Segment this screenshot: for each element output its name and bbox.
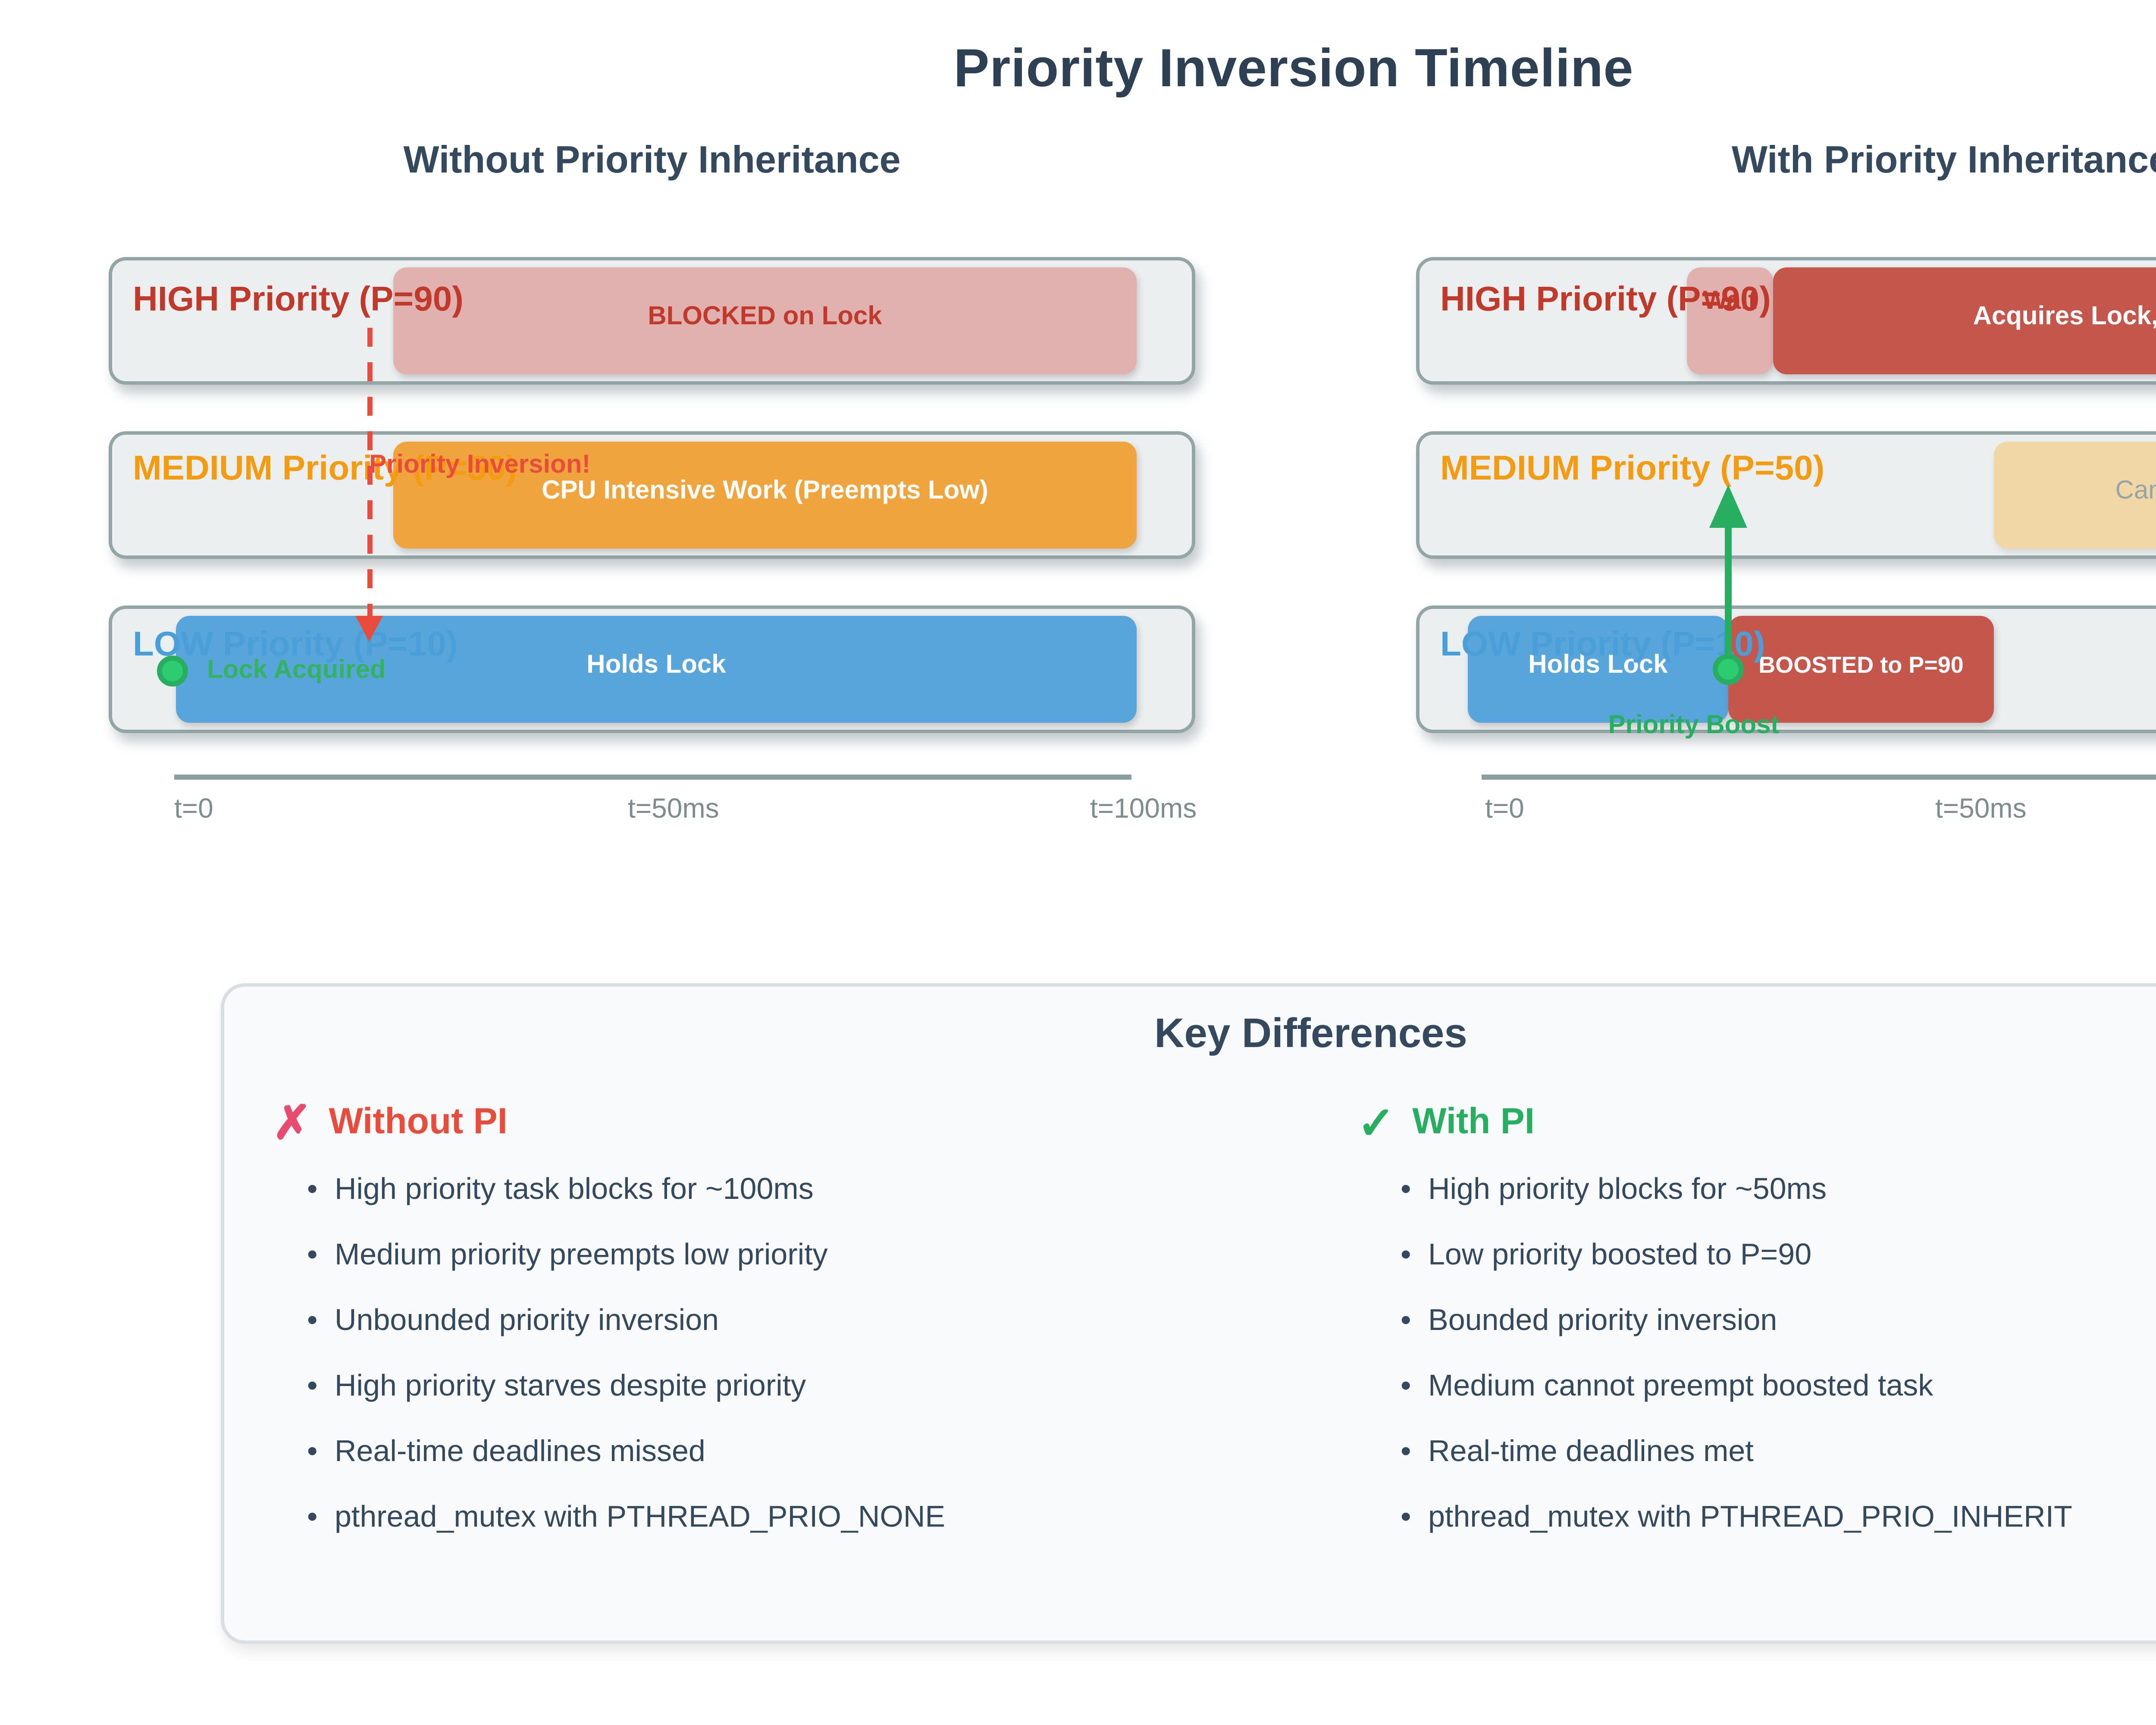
left-axis-tick-100: t=100ms [1090, 795, 1197, 825]
bar-cannot-preempt: Cannot Preempt [1994, 442, 2156, 549]
without-pi-list: High priority task blocks for ~100ms Med… [307, 1156, 945, 1549]
right-lane-low-label: LOW Priority (P=10) [1440, 626, 1765, 664]
bar-holds-lock-right: Holds Lock [1468, 616, 1728, 723]
bar-boosted: BOOSTED to P=90 [1728, 616, 1994, 723]
with-pi-list: High priority blocks for ~50ms Low prior… [1401, 1156, 2072, 1549]
without-pi-heading: Without PI [329, 1102, 508, 1142]
check-icon: ✓ [1357, 1097, 1395, 1149]
list-item: Low priority boosted to P=90 [1401, 1221, 2072, 1287]
list-item: Real-time deadlines met [1401, 1418, 2072, 1484]
right-axis-line [1482, 775, 2156, 780]
page-title: Priority Inversion Timeline [953, 38, 1634, 98]
cross-icon: ✗ [273, 1097, 312, 1149]
left-lane-medium-label: MEDIUM Priority (P=50) [133, 450, 517, 488]
list-item: Unbounded priority inversion [307, 1287, 945, 1352]
lock-acquired-label: Lock Acquired [207, 656, 386, 685]
bar-cannot-preempt-label: Cannot Preempt [2115, 475, 2156, 505]
priority-boost-arrow-line [1725, 528, 1732, 669]
bar-holds-lock-left-label: Holds Lock [586, 649, 726, 679]
boost-dot-icon [1713, 654, 1744, 685]
with-pi-header: ✓ With PI [1357, 1097, 1535, 1149]
priority-boost-arrowhead-icon [1709, 485, 1747, 528]
with-pi-heading: With PI [1412, 1102, 1535, 1142]
bar-acquires-lock-runs-label: Acquires Lock, Runs [1973, 301, 2156, 330]
priority-inversion-label: Priority Inversion! [369, 450, 591, 480]
key-differences-title: Key Differences [1154, 1011, 1467, 1057]
bar-blocked-on-lock: BLOCKED on Lock [393, 267, 1137, 374]
left-axis-tick-50: t=50ms [628, 795, 719, 825]
bar-cpu-intensive-work-label: CPU Intensive Work (Preempts Low) [542, 475, 988, 505]
list-item: High priority starves despite priority [307, 1352, 945, 1418]
list-item: Medium cannot preempt boosted task [1401, 1352, 2072, 1418]
left-lane-low-label: LOW Priority (P=10) [133, 626, 458, 664]
right-lane-medium-label: MEDIUM Priority (P=50) [1440, 450, 1825, 488]
list-item: Bounded priority inversion [1401, 1287, 2072, 1352]
list-item: Medium priority preempts low priority [307, 1221, 945, 1287]
bar-wait [1687, 267, 1773, 374]
bar-cpu-intensive-work: CPU Intensive Work (Preempts Low) [393, 442, 1137, 549]
right-axis-tick-50: t=50ms [1935, 795, 2027, 825]
list-item: High priority task blocks for ~100ms [307, 1156, 945, 1221]
right-axis-tick-0: t=0 [1485, 795, 1524, 825]
list-item: pthread_mutex with PTHREAD_PRIO_INHERIT [1401, 1484, 2072, 1549]
priority-boost-label: Priority Boost [1608, 711, 1780, 740]
left-axis-tick-0: t=0 [174, 795, 213, 825]
right-lane-high-label: HIGH Priority (P=90) [1440, 281, 1771, 319]
list-item: High priority blocks for ~50ms [1401, 1156, 2072, 1221]
left-axis-line [174, 775, 1131, 780]
list-item: pthread_mutex with PTHREAD_PRIO_NONE [307, 1484, 945, 1549]
lock-acquired-dot-icon [157, 656, 188, 687]
bar-holds-lock-left: Holds Lock [176, 616, 1137, 723]
left-timeline-subtitle: Without Priority Inheritance [403, 138, 901, 181]
without-pi-header: ✗ Without PI [273, 1097, 508, 1149]
bar-holds-lock-right-label: Holds Lock [1528, 649, 1668, 679]
priority-inversion-arrowhead-icon [355, 616, 383, 642]
bar-acquires-lock-runs: Acquires Lock, Runs [1773, 267, 2156, 374]
bar-boosted-label: BOOSTED to P=90 [1758, 651, 1964, 677]
wait-label: Wait [1703, 286, 1757, 316]
priority-inversion-arrow-line [367, 328, 373, 616]
list-item: Real-time deadlines missed [307, 1418, 945, 1484]
left-lane-high-label: HIGH Priority (P=90) [133, 281, 464, 319]
right-timeline-subtitle: With Priority Inheritance [1731, 138, 2156, 181]
bar-blocked-on-lock-label: BLOCKED on Lock [648, 301, 882, 330]
